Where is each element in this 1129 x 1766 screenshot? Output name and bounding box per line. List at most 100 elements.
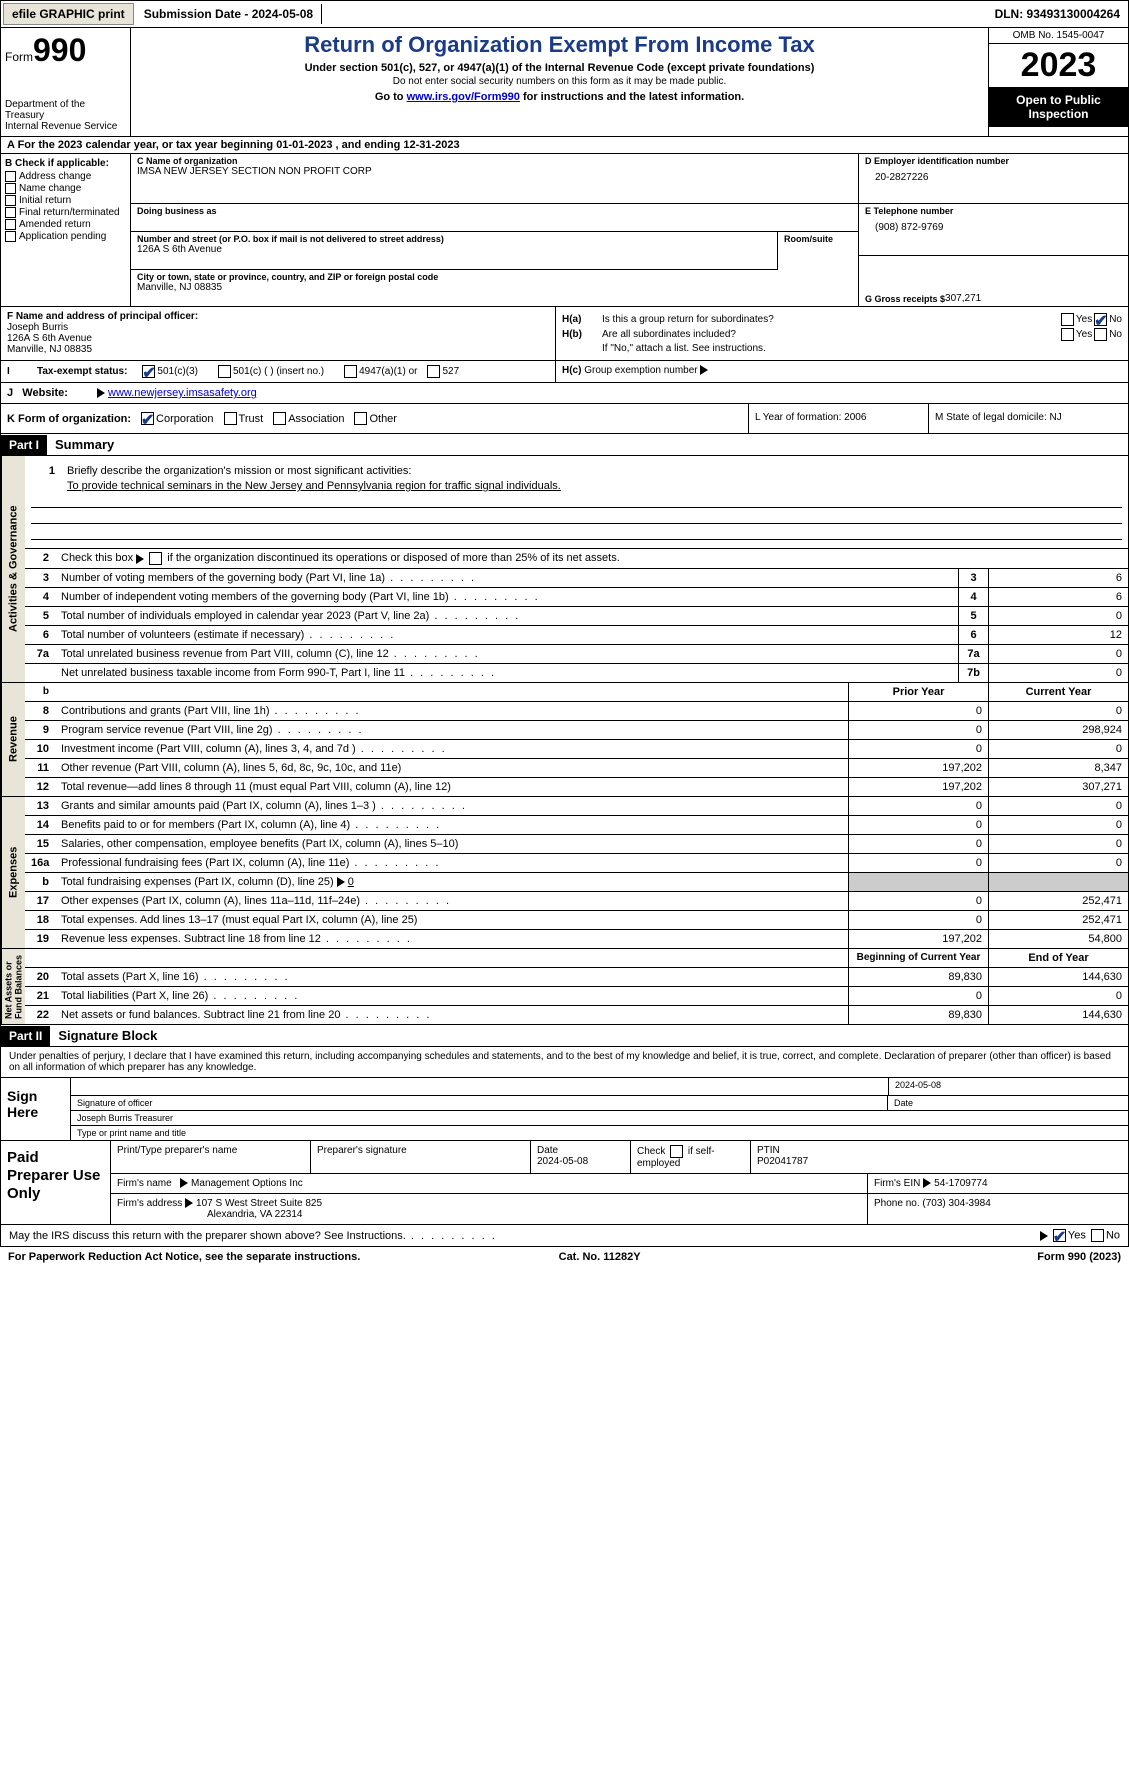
form-subtitle: Under section 501(c), 527, or 4947(a)(1)… bbox=[141, 62, 978, 74]
website-row: J Website: www.newjersey.imsasafety.org bbox=[0, 383, 1129, 404]
line9: Program service revenue (Part VIII, line… bbox=[55, 721, 848, 739]
discuss-yes[interactable] bbox=[1053, 1229, 1066, 1242]
tax-year-line: A For the 2023 calendar year, or tax yea… bbox=[0, 137, 1129, 154]
check-final-return[interactable]: Final return/terminated bbox=[5, 207, 126, 218]
line14: Benefits paid to or for members (Part IX… bbox=[55, 816, 848, 834]
line5: Total number of individuals employed in … bbox=[55, 607, 958, 625]
page-footer: For Paperwork Reduction Act Notice, see … bbox=[0, 1247, 1129, 1267]
sig-officer-label: Signature of officer bbox=[71, 1096, 888, 1110]
line4: Number of independent voting members of … bbox=[55, 588, 958, 606]
preparer-name-label: Print/Type preparer's name bbox=[111, 1141, 311, 1173]
line7a: Total unrelated business revenue from Pa… bbox=[55, 645, 958, 663]
check-501c3[interactable] bbox=[142, 365, 155, 378]
summary-expenses: Expenses 13Grants and similar amounts pa… bbox=[0, 797, 1129, 949]
gross-receipts-value: 307,271 bbox=[945, 293, 981, 304]
vtab-net-assets: Net Assets orFund Balances bbox=[1, 949, 25, 1024]
line20: Total assets (Part X, line 16) bbox=[55, 968, 848, 986]
line11: Other revenue (Part VIII, column (A), li… bbox=[55, 759, 848, 777]
check-address-change[interactable]: Address change bbox=[5, 171, 126, 182]
line15: Salaries, other compensation, employee b… bbox=[55, 835, 848, 853]
check-application-pending[interactable]: Application pending bbox=[5, 231, 126, 242]
officer-label: F Name and address of principal officer: bbox=[7, 311, 549, 322]
line2: Check this box if the organization disco… bbox=[55, 549, 1128, 568]
perjury-declaration: Under penalties of perjury, I declare th… bbox=[0, 1047, 1129, 1078]
submission-date: Submission Date - 2024-05-08 bbox=[136, 4, 322, 24]
vtab-expenses: Expenses bbox=[1, 797, 25, 948]
open-to-public: Open to Public Inspection bbox=[989, 87, 1128, 127]
firm-phone: (703) 304-3984 bbox=[922, 1198, 990, 1209]
hc-label: Group exemption number bbox=[584, 365, 697, 376]
line18: Total expenses. Add lines 13–17 (must eq… bbox=[55, 911, 848, 929]
arrow-icon bbox=[180, 1178, 188, 1188]
line16b: Total fundraising expenses (Part IX, col… bbox=[55, 873, 848, 891]
arrow-icon bbox=[923, 1178, 931, 1188]
arrow-icon bbox=[97, 388, 105, 398]
top-bar: efile GRAPHIC print Submission Date - 20… bbox=[0, 0, 1129, 28]
city-state-zip: Manville, NJ 08835 bbox=[137, 282, 852, 293]
hb-label: Are all subordinates included? bbox=[602, 329, 1059, 340]
discuss-row: May the IRS discuss this return with the… bbox=[0, 1225, 1129, 1247]
hb-no[interactable] bbox=[1094, 328, 1107, 341]
dln: DLN: 93493130004264 bbox=[987, 4, 1128, 24]
check-association[interactable] bbox=[273, 412, 286, 425]
tax-year: 2023 bbox=[989, 44, 1128, 87]
check-trust[interactable] bbox=[224, 412, 237, 425]
tax-status-row: I Tax-exempt status: 501(c)(3) 501(c) ( … bbox=[0, 361, 1129, 383]
ha-no[interactable] bbox=[1094, 313, 1107, 326]
check-4947[interactable] bbox=[344, 365, 357, 378]
check-initial-return[interactable]: Initial return bbox=[5, 195, 126, 206]
preparer-sig-label: Preparer's signature bbox=[311, 1141, 531, 1173]
dept-label: Department of the Treasury Internal Reve… bbox=[5, 99, 126, 132]
telephone-value: (908) 872-9769 bbox=[865, 216, 1122, 233]
part1-header: Part I Summary bbox=[0, 434, 1129, 456]
officer-group-row: F Name and address of principal officer:… bbox=[0, 307, 1129, 361]
address-label: Number and street (or P.O. box if mail i… bbox=[137, 234, 771, 244]
firm-addr2: Alexandria, VA 22314 bbox=[117, 1209, 302, 1220]
dba-label: Doing business as bbox=[137, 206, 852, 216]
hb-yes[interactable] bbox=[1061, 328, 1074, 341]
mission-label: Briefly describe the organization's miss… bbox=[61, 462, 1122, 480]
irs-link[interactable]: www.irs.gov/Form990 bbox=[407, 91, 520, 103]
check-corporation[interactable] bbox=[141, 412, 154, 425]
officer-addr1: 126A S 6th Avenue bbox=[7, 333, 549, 344]
website-link[interactable]: www.newjersey.imsasafety.org bbox=[108, 387, 257, 399]
line19: Revenue less expenses. Subtract line 18 … bbox=[55, 930, 848, 948]
ssn-note: Do not enter social security numbers on … bbox=[141, 76, 978, 87]
line16a: Professional fundraising fees (Part IX, … bbox=[55, 854, 848, 872]
state-domicile: M State of legal domicile: NJ bbox=[928, 404, 1128, 433]
gross-receipts-label: G Gross receipts $ bbox=[865, 294, 945, 304]
line3: Number of voting members of the governin… bbox=[55, 569, 958, 587]
officer-name-title: Joseph Burris Treasurer bbox=[71, 1111, 1128, 1125]
box-b-label: B Check if applicable: bbox=[5, 158, 126, 169]
check-name-change[interactable]: Name change bbox=[5, 183, 126, 194]
omb-number: OMB No. 1545-0047 bbox=[989, 28, 1128, 44]
check-other[interactable] bbox=[354, 412, 367, 425]
check-501c[interactable] bbox=[218, 365, 231, 378]
arrow-icon bbox=[1040, 1231, 1048, 1241]
efile-print-button[interactable]: efile GRAPHIC print bbox=[3, 3, 134, 25]
line7b: Net unrelated business taxable income fr… bbox=[55, 664, 958, 682]
officer-addr2: Manville, NJ 08835 bbox=[7, 344, 549, 355]
check-self-employed[interactable] bbox=[670, 1145, 683, 1158]
officer-name: Joseph Burris bbox=[7, 322, 549, 333]
arrow-icon bbox=[185, 1198, 193, 1208]
sign-here-block: Sign Here 2024-05-08 Signature of office… bbox=[0, 1078, 1129, 1141]
line10: Investment income (Part VIII, column (A)… bbox=[55, 740, 848, 758]
ha-yes[interactable] bbox=[1061, 313, 1074, 326]
firm-addr1: 107 S West Street Suite 825 bbox=[196, 1198, 322, 1209]
hb-note: If "No," attach a list. See instructions… bbox=[562, 343, 1122, 354]
line17: Other expenses (Part IX, column (A), lin… bbox=[55, 892, 848, 910]
firm-ein: 54-1709774 bbox=[934, 1178, 987, 1189]
part2-header: Part II Signature Block bbox=[0, 1025, 1129, 1047]
check-amended-return[interactable]: Amended return bbox=[5, 219, 126, 230]
line13: Grants and similar amounts paid (Part IX… bbox=[55, 797, 848, 815]
instructions-link: Go to www.irs.gov/Form990 for instructio… bbox=[141, 91, 978, 103]
org-name: IMSA NEW JERSEY SECTION NON PROFIT CORP bbox=[137, 166, 852, 177]
discuss-no[interactable] bbox=[1091, 1229, 1104, 1242]
form-title: Return of Organization Exempt From Incom… bbox=[141, 32, 978, 58]
year-formation: L Year of formation: 2006 bbox=[748, 404, 928, 433]
check-527[interactable] bbox=[427, 365, 440, 378]
check-discontinued[interactable] bbox=[149, 552, 162, 565]
vtab-governance: Activities & Governance bbox=[1, 456, 25, 682]
line6: Total number of volunteers (estimate if … bbox=[55, 626, 958, 644]
